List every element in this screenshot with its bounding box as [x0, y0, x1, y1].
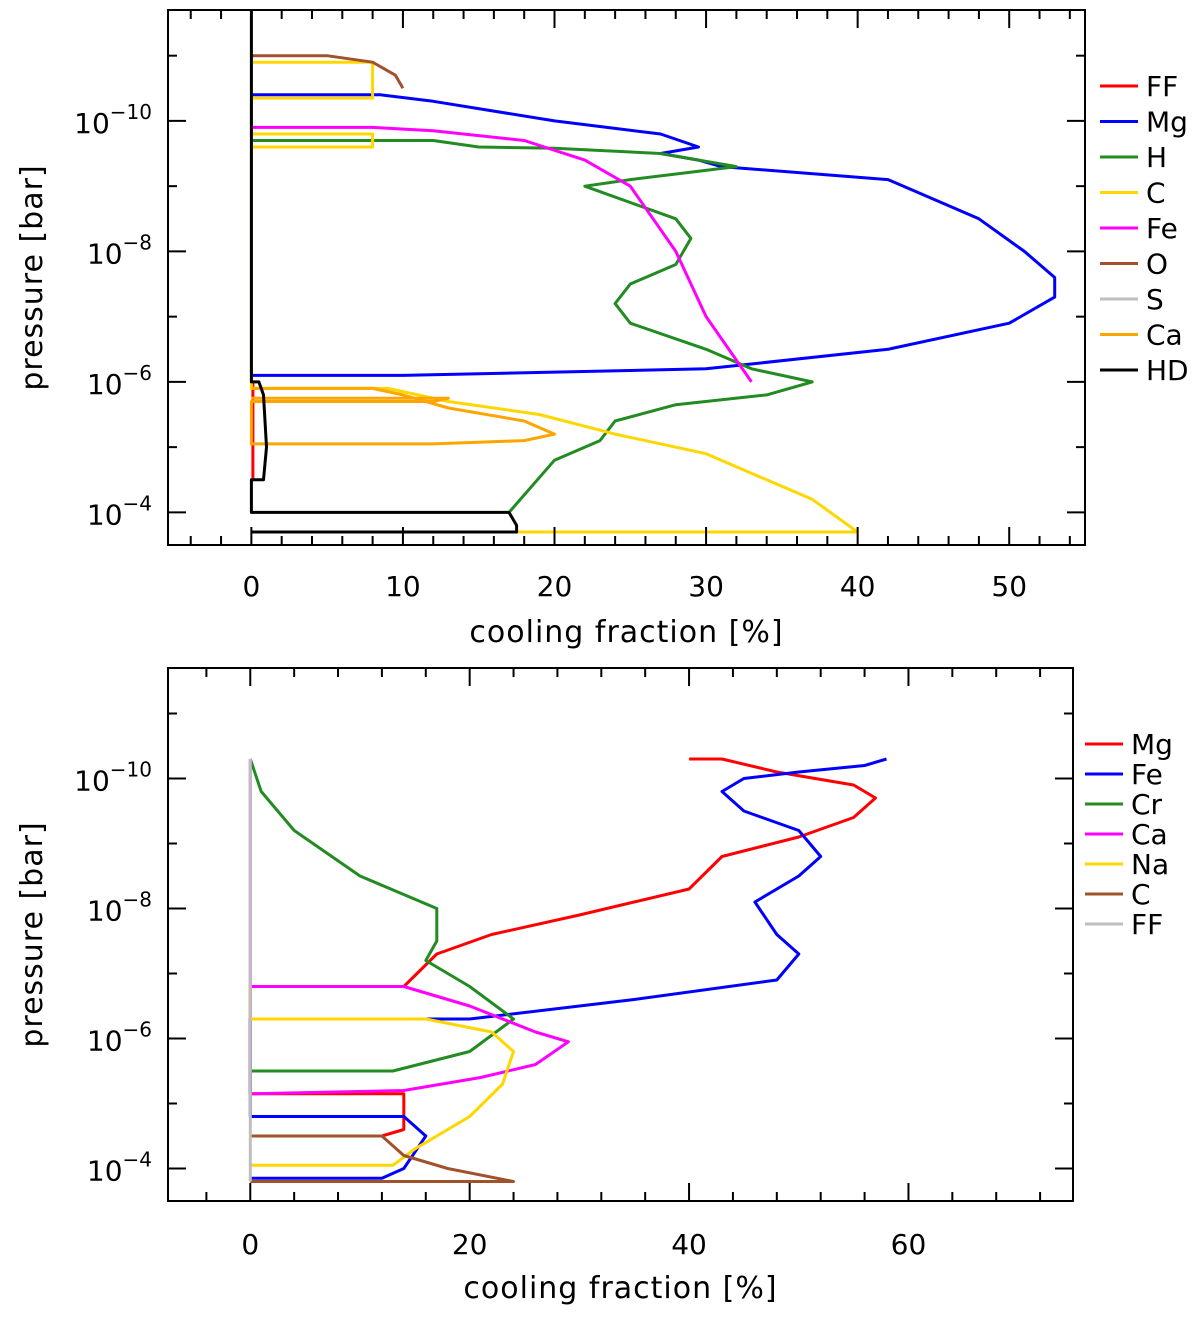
y-axis-title: pressure [bar]	[15, 164, 50, 390]
legend-item-ff: FF	[1100, 70, 1178, 103]
legend-label: H	[1146, 141, 1167, 174]
y-tick-label: 10−8	[87, 888, 152, 928]
legend-item-fe: Fe	[1085, 758, 1163, 791]
legend-item-h: H	[1100, 141, 1167, 174]
legend-label: C	[1131, 878, 1151, 911]
series-line-c	[250, 1134, 515, 1183]
legend-item-c: C	[1100, 177, 1166, 210]
legend-label: HD	[1146, 354, 1189, 387]
x-tick-label: 40	[840, 570, 876, 603]
plot-frame	[167, 9, 1086, 546]
legend-item-ca: Ca	[1085, 818, 1168, 851]
legend-item-s: S	[1100, 283, 1164, 316]
legend-item-ca: Ca	[1100, 319, 1183, 352]
x-tick-label: 30	[688, 570, 724, 603]
legend-label: Mg	[1146, 106, 1188, 139]
y-tick-label: 10−4	[87, 491, 152, 531]
y-tick-label: 10−10	[74, 758, 152, 798]
top-panel: 0 10 20 30 40 50 10−10 10−8 10−6 10−4 cooling frac…	[15, 9, 1189, 650]
series-line-o	[251, 54, 405, 90]
legend-item-fe: Fe	[1100, 212, 1178, 245]
x-tick-label: 10	[385, 570, 421, 603]
legend-item-mg: Mg	[1085, 728, 1173, 761]
x-axis-title: cooling fraction [%]	[469, 615, 783, 650]
x-axis-title: cooling fraction [%]	[463, 1271, 777, 1306]
legend-label: Na	[1131, 848, 1169, 881]
legend-label: FF	[1131, 908, 1163, 941]
y-axis-title: pressure [bar]	[15, 821, 50, 1047]
legend-label: C	[1146, 177, 1166, 210]
series-line-h	[251, 139, 814, 514]
legend-label: Cr	[1131, 788, 1163, 821]
x-tick-label: 20	[537, 570, 573, 603]
legend-item-mg: Mg	[1100, 106, 1188, 139]
bottom-panel: 0 20 40 60 10−10 10−8 10−6 10−4 cooling fraction…	[15, 667, 1173, 1306]
series-line-mg	[248, 757, 877, 1138]
x-tick-label: 40	[671, 1228, 707, 1261]
legend-label: Mg	[1131, 728, 1173, 761]
series-line-fe	[248, 757, 887, 1180]
legend-label: Ca	[1146, 319, 1183, 352]
legend-item-na: Na	[1085, 848, 1169, 881]
series-group	[249, 10, 1057, 534]
legend-label: FF	[1146, 70, 1178, 103]
series-line-fe	[251, 125, 753, 383]
x-tick-label: 0	[241, 1228, 259, 1261]
series-line-mg	[251, 93, 1057, 377]
legend-item-o: O	[1100, 248, 1168, 281]
legend-item-cr: Cr	[1085, 788, 1163, 821]
series-line-na	[250, 1017, 515, 1167]
plot-frame	[167, 667, 1074, 1202]
x-tick-label: 50	[991, 570, 1027, 603]
y-tick-label: 10−4	[87, 1148, 152, 1188]
legend-label: Fe	[1131, 758, 1163, 791]
series-line-cr	[248, 758, 515, 1073]
y-tick-label: 10−8	[87, 230, 152, 270]
legend-item-c: C	[1085, 878, 1151, 911]
x-tick-label: 0	[242, 570, 260, 603]
legend-label: Ca	[1131, 818, 1168, 851]
series-group	[248, 757, 887, 1183]
y-tick-label: 10−6	[87, 1018, 152, 1058]
legend-item-hd: HD	[1100, 354, 1189, 387]
series-line-ca	[248, 759, 570, 1096]
y-tick-label: 10−10	[74, 100, 152, 140]
series-line-hd	[249, 10, 519, 534]
x-tick-label: 20	[452, 1228, 488, 1261]
x-tick-label: 60	[891, 1228, 927, 1261]
legend-label: S	[1146, 283, 1164, 316]
series-line-ca	[249, 386, 556, 446]
legend-item-ff: FF	[1085, 908, 1163, 941]
y-tick-label: 10−6	[87, 361, 152, 401]
legend-label: Fe	[1146, 212, 1178, 245]
legend-label: O	[1146, 248, 1168, 281]
